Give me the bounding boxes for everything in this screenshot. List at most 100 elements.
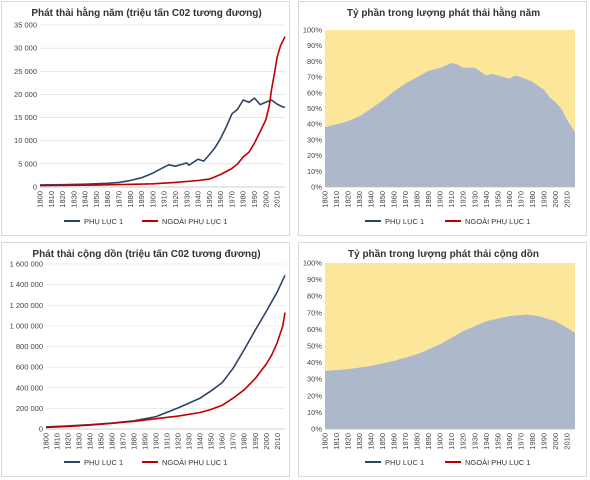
y-tick-label: 5 000: [18, 159, 37, 168]
x-tick-label: 1810: [332, 191, 341, 208]
x-tick-label: 1860: [390, 191, 399, 208]
x-tick-label: 1910: [447, 191, 456, 208]
chart-svg: Tỷ phần trong lượng phát thải hằng năm 0%…: [303, 6, 575, 226]
x-tick-label: 1910: [447, 433, 456, 450]
y-tick-label: 20 000: [14, 90, 37, 99]
y-tick-label: 40%: [307, 120, 322, 129]
x-tick-label: 1830: [355, 433, 364, 450]
x-tick-label: 1800: [321, 191, 330, 208]
chart-svg: Phát thải cộng dồn (triệu tấn C02 tương …: [10, 248, 286, 467]
legend-label: NGOÀI PHỤ LỤC 1: [162, 217, 227, 226]
chart-legend: PHỤ LỤC 1 NGOÀI PHỤ LỤC 1: [64, 217, 227, 226]
chart-panel-annual-emissions: Phát thải hằng năm (triệu tấn C02 tương …: [1, 1, 290, 236]
chart-legend: PHỤ LỤC 1 NGOÀI PHỤ LỤC 1: [365, 217, 530, 226]
x-tick-label: 1970: [227, 191, 236, 208]
x-tick-label: 1880: [130, 433, 139, 450]
y-tick-label: 35 000: [14, 21, 37, 30]
y-tick-label: 100%: [303, 259, 323, 268]
x-tick-label: 2010: [562, 433, 571, 450]
chart-svg: Tỷ phần trong lượng phát thải cộng dồn 0%…: [303, 248, 575, 467]
y-tick-label: 1 400 000: [10, 280, 43, 289]
y-tick-label: 50%: [307, 342, 322, 351]
x-tick-label: 1890: [424, 191, 433, 208]
x-tick-label: 1960: [216, 191, 225, 208]
y-tick-label: 0%: [311, 183, 322, 192]
x-tick-label: 1820: [64, 433, 73, 450]
legend-label: NGOÀI PHỤ LỤC 1: [162, 458, 227, 467]
x-tick-label: 1930: [185, 433, 194, 450]
x-tick-label: 1810: [53, 433, 62, 450]
y-tick-label: 10%: [307, 408, 322, 417]
x-tick-label: 1940: [482, 191, 491, 208]
x-tick-label: 1880: [413, 433, 422, 450]
y-tick-label: 15 000: [14, 113, 37, 122]
x-tick-label: 1800: [42, 433, 51, 450]
x-tick-label: 1990: [539, 191, 548, 208]
x-tick-label: 1830: [69, 191, 78, 208]
x-tick-label: 1920: [459, 433, 468, 450]
x-tick-label: 1930: [470, 191, 479, 208]
y-tick-label: 1 000 000: [10, 321, 43, 330]
legend-label: PHỤ LỤC 1: [385, 217, 424, 226]
x-tick-label: 1930: [470, 433, 479, 450]
x-tick-label: 1960: [505, 191, 514, 208]
x-tick-label: 1980: [528, 433, 537, 450]
x-tick-label: 1850: [378, 433, 387, 450]
x-tick-label: 1990: [539, 433, 548, 450]
chart-title: Tỷ phần trong lượng phát thải cộng dồn: [348, 248, 539, 260]
legend-label: NGOÀI PHỤ LỤC 1: [465, 458, 530, 467]
x-tick-label: 1910: [160, 191, 169, 208]
chart-legend: PHỤ LỤC 1 NGOÀI PHỤ LỤC 1: [64, 458, 227, 467]
series-line-non-annex1: [39, 36, 286, 187]
y-tick-label: 10%: [307, 167, 322, 176]
series-line-annex1: [45, 274, 286, 428]
y-tick-label: 20%: [307, 391, 322, 400]
y-tick-label: 70%: [307, 308, 322, 317]
x-tick-label: 2000: [551, 191, 560, 208]
x-tick-label: 1940: [482, 433, 491, 450]
x-tick-label: 1810: [47, 191, 56, 208]
area-annex1-share: [325, 314, 575, 429]
x-tick-label: 1970: [229, 433, 238, 450]
chart-title: Phát thải cộng dồn (triệu tấn C02 tương …: [32, 248, 260, 260]
legend-label: PHỤ LỤC 1: [84, 458, 123, 467]
x-tick-label: 1900: [436, 433, 445, 450]
x-tick-label: 1960: [505, 433, 514, 450]
x-tick-label: 2010: [273, 433, 282, 450]
y-tick-label: 70%: [307, 73, 322, 82]
x-tick-label: 2000: [551, 433, 560, 450]
series-line-annex1: [39, 97, 286, 186]
x-tick-label: 1890: [137, 191, 146, 208]
y-tick-label: 1 200 000: [10, 301, 43, 310]
x-tick-label: 1850: [378, 191, 387, 208]
x-tick-label: 1820: [344, 433, 353, 450]
chart-panel-cumulative-share: Tỷ phần trong lượng phát thải cộng dồn 0%…: [298, 242, 587, 477]
x-tick-label: 1920: [459, 191, 468, 208]
x-tick-label: 1850: [92, 191, 101, 208]
chart-svg: Phát thải hằng năm (triệu tấn C02 tương …: [14, 6, 286, 226]
x-tick-label: 1860: [390, 433, 399, 450]
x-tick-label: 1860: [108, 433, 117, 450]
area-annex1-share: [325, 63, 575, 187]
y-tick-label: 20%: [307, 151, 322, 160]
x-tick-label: 1800: [36, 191, 45, 208]
y-tick-label: 30%: [307, 375, 322, 384]
y-tick-label: 200 000: [16, 404, 43, 413]
y-tick-label: 60%: [307, 325, 322, 334]
x-tick-label: 1890: [424, 433, 433, 450]
y-tick-label: 800 000: [16, 342, 43, 351]
y-tick-label: 90%: [307, 275, 322, 284]
x-tick-label: 1960: [218, 433, 227, 450]
x-tick-label: 1880: [413, 191, 422, 208]
legend-label: PHỤ LỤC 1: [84, 217, 123, 226]
x-tick-label: 2000: [262, 433, 271, 450]
y-tick-label: 0: [39, 425, 43, 434]
chart-panel-annual-share: Tỷ phần trong lượng phát thải hằng năm 0%…: [298, 1, 587, 236]
y-tick-label: 0%: [311, 425, 322, 434]
x-tick-label: 1980: [239, 191, 248, 208]
x-tick-label: 2010: [273, 191, 282, 208]
x-tick-label: 1870: [401, 433, 410, 450]
x-tick-label: 2000: [261, 191, 270, 208]
x-tick-label: 1920: [174, 433, 183, 450]
